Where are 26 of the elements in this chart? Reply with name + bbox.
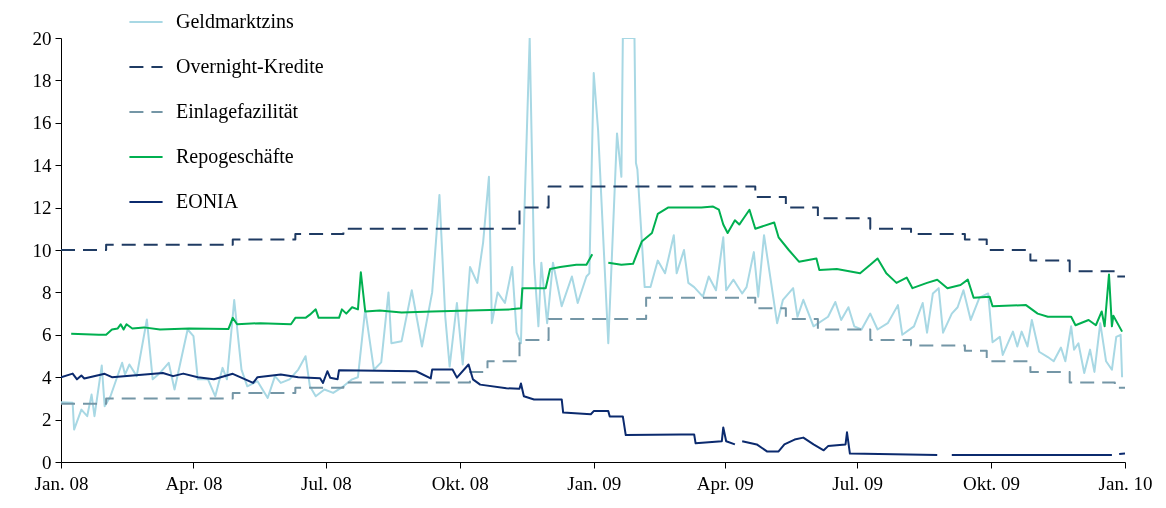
y-tick-label: 4 — [42, 366, 52, 388]
x-tick-label: Jan. 10 — [1098, 472, 1153, 494]
legend-label: Geldmarktzins — [176, 10, 294, 32]
y-tick-label: 20 — [32, 27, 52, 49]
legend-label: Overnight-Kredite — [176, 55, 324, 78]
y-tick-label: 6 — [42, 324, 52, 346]
x-tick-label: Okt. 08 — [431, 472, 489, 494]
y-tick-label: 2 — [42, 409, 52, 431]
legend-label: Einlagefazilität — [176, 100, 299, 123]
y-tick-label: 14 — [32, 154, 52, 176]
x-tick-label: Okt. 09 — [963, 472, 1021, 494]
y-tick-label: 18 — [32, 69, 52, 91]
line-series — [61, 38, 1124, 431]
x-tick-label: Jan. 09 — [567, 472, 622, 494]
x-tick-label: Apr. 09 — [696, 472, 754, 494]
x-tick-label: Jan. 08 — [34, 472, 89, 494]
legend-label: EONIA — [176, 190, 239, 212]
y-tick-label: 10 — [32, 239, 52, 261]
legend-label: Repogeschäfte — [176, 145, 294, 168]
x-tick-label: Apr. 08 — [165, 472, 223, 494]
y-tick-label: 12 — [32, 197, 52, 219]
y-tick-label: 16 — [32, 112, 52, 134]
x-tick-label: Jul. 08 — [301, 472, 352, 494]
x-tick-label: Jul. 09 — [832, 472, 884, 494]
y-tick-label: 8 — [42, 281, 52, 303]
y-tick-label: 0 — [42, 451, 52, 473]
